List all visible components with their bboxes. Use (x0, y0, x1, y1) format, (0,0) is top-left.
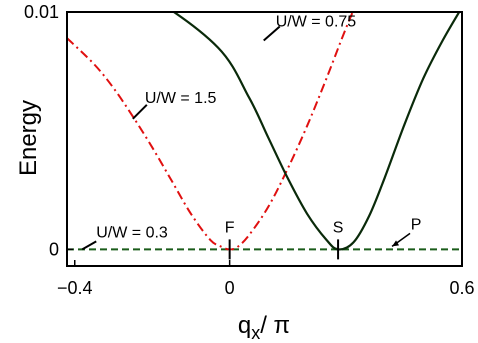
x-tick-label-2: 0.6 (449, 278, 474, 298)
annotation-leader-0 (263, 25, 281, 42)
x-tick-label-1: 0 (225, 278, 235, 298)
x-axis-label-main: q (238, 312, 251, 339)
plot-lines (67, 12, 462, 251)
series-line-1 (67, 12, 354, 251)
annotation-uw-15: U/W = 1.5 (145, 90, 217, 107)
x-tick-label-0: −0.4 (57, 278, 93, 298)
series-line-0 (171, 12, 461, 251)
plot-frame (66, 11, 463, 267)
annotation-leader-2 (81, 240, 97, 251)
point-label-p: P (411, 216, 422, 233)
point-markers (228, 239, 340, 260)
x-axis-label-sub: x (251, 323, 260, 343)
annotations: U/W = 0.75 U/W = 1.5 U/W = 0.3 F S P (81, 13, 422, 251)
point-label-f: F (225, 219, 235, 236)
y-tick-label-1: 0.01 (24, 2, 59, 22)
annotation-uw-075: U/W = 0.75 (276, 13, 357, 30)
x-axis-label: qx/ π (238, 312, 290, 343)
annotation-leader-1 (132, 104, 148, 120)
point-label-s: S (333, 219, 344, 236)
x-axis-label-rest: / π (260, 312, 290, 339)
y-tick-label-0: 0 (49, 239, 59, 259)
y-axis-label: Energy (15, 100, 42, 176)
axis-ticks: −0.4 0 0.6 0 0.01 (24, 2, 475, 298)
arrowhead-icon (392, 240, 400, 247)
annotation-uw-03: U/W = 0.3 (96, 224, 168, 241)
